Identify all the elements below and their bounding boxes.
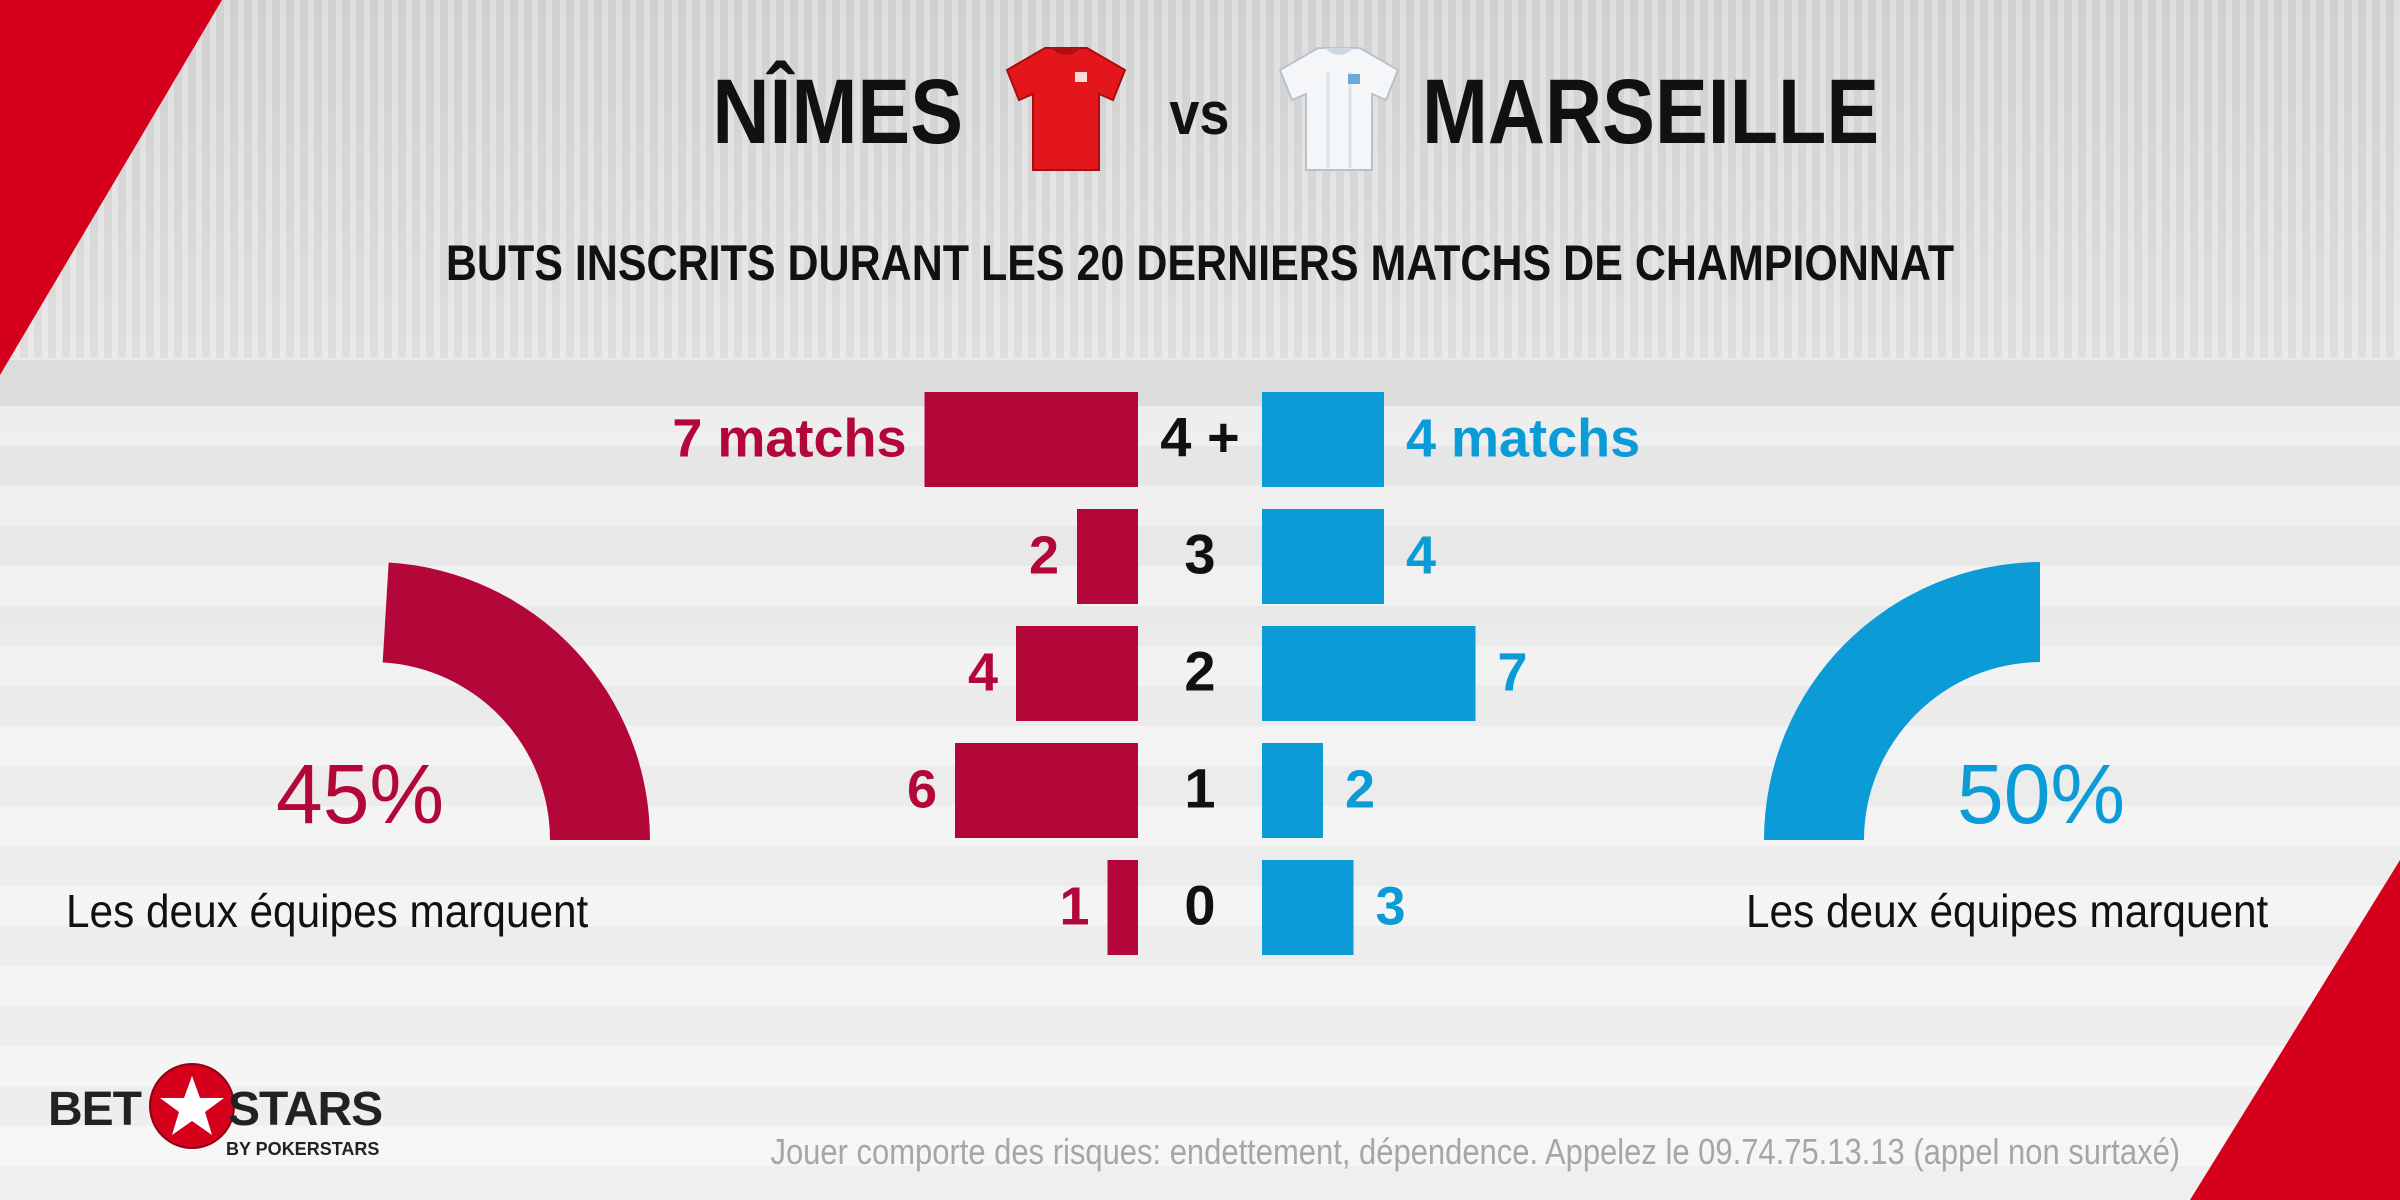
away-gauge-arc bbox=[1764, 562, 2040, 840]
logo-text-bet: BET bbox=[48, 1083, 142, 1136]
logo-text-stars: STARS bbox=[228, 1083, 383, 1136]
bottom-right-red-corner bbox=[2190, 860, 2400, 1200]
away-bar-1 bbox=[1262, 509, 1384, 604]
home-value-label-4: 1 bbox=[1059, 877, 1089, 937]
home-bar-2 bbox=[1016, 626, 1138, 721]
away-bar-2 bbox=[1262, 626, 1476, 721]
home-bar-4 bbox=[1107, 860, 1138, 955]
betstars-logo: BET STARS BY POKERSTARS bbox=[48, 1062, 383, 1162]
away-both-score-caption: Les deux équipes marquent bbox=[1746, 885, 2269, 937]
home-team-name: NÎMES bbox=[712, 61, 963, 163]
home-value-label-3: 6 bbox=[907, 760, 937, 820]
star-icon bbox=[149, 1063, 235, 1149]
home-bar-1 bbox=[1077, 509, 1138, 604]
home-both-score-percent: 45% bbox=[276, 747, 445, 841]
away-value-label-3: 2 bbox=[1345, 760, 1375, 820]
stadium-stands-background bbox=[0, 0, 2400, 420]
away-value-label-2: 7 bbox=[1498, 643, 1528, 703]
advertising-boards-background bbox=[0, 358, 2400, 410]
away-bar-3 bbox=[1262, 743, 1323, 838]
category-label-0: 4 + bbox=[1160, 406, 1239, 469]
logo-subtext: BY POKERSTARS bbox=[226, 1139, 380, 1159]
home-bar-0 bbox=[924, 392, 1138, 487]
home-value-label-1: 2 bbox=[1029, 526, 1059, 586]
away-jersey-icon bbox=[1278, 47, 1400, 171]
category-label-3: 1 bbox=[1184, 757, 1215, 820]
away-value-label-0: 4 matchs bbox=[1406, 409, 1640, 469]
pitch-background bbox=[0, 406, 2400, 1200]
away-both-score-percent: 50% bbox=[1957, 747, 2126, 841]
away-both-score-gauge bbox=[1764, 562, 2040, 840]
away-bar-0 bbox=[1262, 392, 1384, 487]
away-value-label-4: 3 bbox=[1376, 877, 1406, 937]
away-team-name: MARSEILLE bbox=[1422, 61, 1880, 163]
away-bar-4 bbox=[1262, 860, 1354, 955]
category-label-4: 0 bbox=[1184, 874, 1215, 937]
category-label-2: 2 bbox=[1184, 640, 1215, 703]
home-both-score-caption: Les deux équipes marquent bbox=[66, 885, 589, 937]
home-both-score-gauge bbox=[382, 562, 650, 840]
gambling-disclaimer: Jouer comporte des risques: endettement,… bbox=[770, 1131, 2180, 1172]
category-label-1: 3 bbox=[1184, 523, 1215, 586]
home-jersey-icon bbox=[1005, 47, 1127, 171]
away-value-label-1: 4 bbox=[1406, 526, 1436, 586]
home-gauge-arc bbox=[382, 562, 650, 840]
top-left-red-corner bbox=[0, 0, 222, 375]
home-bar-3 bbox=[955, 743, 1138, 838]
chart-subtitle: BUTS INSCRITS DURANT LES 20 DERNIERS MAT… bbox=[445, 235, 1955, 291]
home-value-label-0: 7 matchs bbox=[672, 409, 906, 469]
home-value-label-2: 4 bbox=[968, 643, 998, 703]
versus-label: vs bbox=[1169, 80, 1230, 147]
